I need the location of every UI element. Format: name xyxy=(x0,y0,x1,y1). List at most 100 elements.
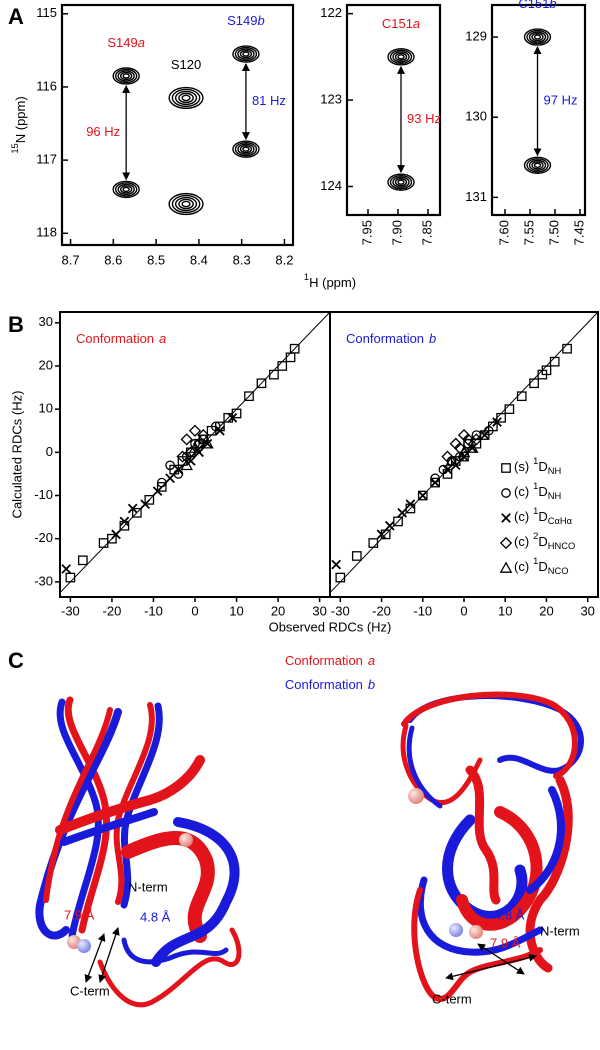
contour xyxy=(239,144,253,154)
terminus-label: C-term xyxy=(432,991,472,1006)
distance-arrow xyxy=(445,953,537,981)
x-tick-label: 8.6 xyxy=(104,252,122,267)
contour xyxy=(526,158,549,173)
contour xyxy=(387,173,415,191)
point xyxy=(165,460,175,471)
contour xyxy=(397,179,405,185)
text-part: (c) xyxy=(514,509,529,524)
x-tick-label: -30 xyxy=(331,603,350,618)
point xyxy=(492,417,502,427)
text-part: S120 xyxy=(171,57,201,72)
text-part: a xyxy=(413,16,420,31)
point xyxy=(529,378,539,389)
y-tick-label: 0 xyxy=(46,444,53,459)
point xyxy=(368,538,379,548)
coupling-label: 96 Hz xyxy=(86,124,120,139)
text-part: NCO xyxy=(548,566,569,576)
y-tick-label: 130 xyxy=(465,109,487,124)
point xyxy=(277,361,288,371)
point xyxy=(384,520,395,531)
peak-label: S120 xyxy=(171,57,201,72)
contour xyxy=(181,94,191,102)
point xyxy=(562,343,572,354)
point xyxy=(173,464,184,475)
point xyxy=(188,441,202,453)
peak-contours xyxy=(232,140,260,158)
text-part: Conformation xyxy=(76,331,154,346)
contour xyxy=(122,186,130,193)
atom-sphere xyxy=(449,923,463,937)
text-part: 1 xyxy=(533,456,538,466)
point xyxy=(140,499,150,509)
point xyxy=(107,533,117,544)
y-tick-label: 30 xyxy=(39,314,53,329)
structure-right xyxy=(400,691,584,1002)
point xyxy=(430,477,440,488)
coupling-label: 93 Hz xyxy=(407,111,441,126)
point xyxy=(467,443,478,453)
text-part: CαHα xyxy=(548,516,573,526)
legend-marker xyxy=(501,488,511,498)
structure-legend: Conformation a xyxy=(285,653,375,668)
text-part: 1 xyxy=(533,481,538,491)
contour xyxy=(117,70,135,82)
x-tick-label: -20 xyxy=(103,603,122,618)
x-tick-label: 7.45 xyxy=(571,220,586,245)
text-part: D xyxy=(538,534,547,549)
contour xyxy=(119,71,133,81)
contour xyxy=(237,143,255,155)
text-part: C151 xyxy=(382,16,413,31)
point xyxy=(61,564,72,574)
peak-contours xyxy=(168,86,204,110)
point xyxy=(152,486,163,497)
contour xyxy=(168,86,204,110)
text-part: b xyxy=(368,677,375,692)
contour xyxy=(387,48,415,66)
spectrum-frame xyxy=(60,3,295,247)
legend-label: (c) 1DNCO xyxy=(514,556,569,576)
peak-label: C151b xyxy=(518,0,556,11)
contour xyxy=(239,49,253,59)
point xyxy=(376,529,387,540)
panel-label: C xyxy=(8,648,24,673)
coupling-label: 81 Hz xyxy=(252,93,286,108)
legend-label: (s) 1DNH xyxy=(514,456,561,476)
x-tick-label: 7.50 xyxy=(546,220,561,245)
atom-sphere xyxy=(179,833,193,847)
text-part: NH xyxy=(548,491,562,501)
x-tick-label: 20 xyxy=(539,603,553,618)
text-part: HNCO xyxy=(548,541,576,551)
contour xyxy=(112,67,140,85)
y-tick-label: 10 xyxy=(39,401,53,416)
point xyxy=(335,572,346,583)
contour xyxy=(168,192,204,216)
text-part: S149 xyxy=(227,13,257,28)
distance-label: 4.8 Å xyxy=(494,907,525,922)
terminus-label: N-term xyxy=(540,923,580,938)
text-part: D xyxy=(538,459,547,474)
peak-label: S149b xyxy=(227,13,265,28)
contour xyxy=(523,156,552,175)
point xyxy=(202,438,213,449)
x-tick-label: 7.55 xyxy=(521,220,536,245)
contour xyxy=(178,198,194,210)
legend-marker xyxy=(499,536,513,550)
x-tick-label: 0 xyxy=(460,603,467,618)
x-axis-label: Observed RDCs (Hz) xyxy=(269,619,392,634)
contour xyxy=(112,180,140,199)
x-tick-label: 0 xyxy=(191,603,198,618)
contour xyxy=(171,88,201,108)
panel-label: A xyxy=(8,4,24,29)
point xyxy=(131,507,142,518)
peak-contours xyxy=(523,28,552,46)
text-part: (s) xyxy=(514,459,529,474)
peak-contours xyxy=(112,67,140,85)
contour xyxy=(234,46,258,62)
atom-sphere xyxy=(408,788,424,804)
point xyxy=(442,464,453,475)
y-tick-label: 117 xyxy=(36,152,57,167)
x-tick-label: 7.85 xyxy=(419,220,434,245)
x-tick-label: 7.95 xyxy=(359,220,374,245)
legend-label: (c) 2DHNCO xyxy=(514,531,575,551)
x-tick-label: 8.3 xyxy=(233,252,251,267)
